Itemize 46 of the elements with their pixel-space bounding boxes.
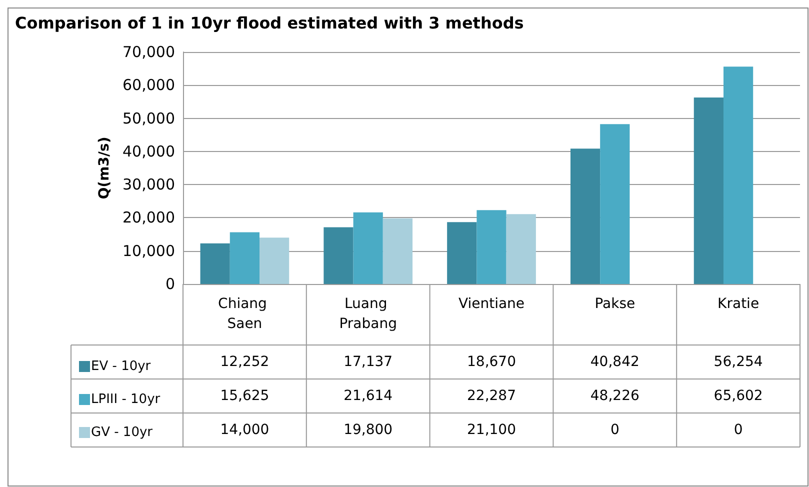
bar bbox=[382, 218, 413, 284]
y-tick-label: 40,000 bbox=[122, 142, 175, 160]
data-label: 65,602 bbox=[714, 388, 763, 404]
bar bbox=[200, 243, 230, 284]
x-tick-label: Kratie bbox=[718, 296, 760, 312]
x-tick-label: Pakse bbox=[594, 296, 636, 312]
data-label: 15,625 bbox=[220, 388, 270, 404]
data-label: 22,287 bbox=[467, 388, 516, 404]
bar bbox=[260, 238, 290, 284]
x-tick-label: Chiang Saen bbox=[218, 296, 272, 332]
legend-label: EV - 10yr bbox=[91, 359, 152, 374]
data-label: 19,800 bbox=[344, 422, 393, 438]
y-tick-label: 0 bbox=[165, 275, 175, 293]
x-tick-label: Luang Prabang bbox=[339, 296, 397, 332]
bar bbox=[506, 214, 536, 284]
bar bbox=[570, 148, 600, 284]
y-tick-label: 10,000 bbox=[122, 242, 175, 260]
bar bbox=[694, 98, 724, 284]
bar bbox=[476, 210, 506, 284]
bar bbox=[353, 212, 383, 284]
data-label: 0 bbox=[734, 422, 743, 438]
data-label: 56,254 bbox=[714, 354, 763, 370]
y-tick-label: 20,000 bbox=[122, 208, 175, 227]
data-label: 14,000 bbox=[220, 422, 270, 438]
data-label: 17,137 bbox=[344, 354, 393, 370]
data-label: 21,100 bbox=[467, 422, 516, 438]
y-tick-label: 70,000 bbox=[122, 43, 175, 61]
data-label: 40,842 bbox=[590, 354, 640, 370]
data-label: 48,226 bbox=[590, 388, 640, 404]
bar bbox=[324, 227, 354, 284]
y-axis-title: Q(m3/s) bbox=[96, 136, 113, 200]
bar bbox=[447, 222, 477, 284]
data-label: 21,614 bbox=[344, 388, 393, 404]
y-tick-label: 30,000 bbox=[122, 176, 175, 194]
legend-label: LPIII - 10yr bbox=[91, 392, 161, 407]
legend-label: GV - 10yr bbox=[91, 425, 154, 440]
bar bbox=[230, 232, 260, 284]
y-tick-label: 50,000 bbox=[122, 109, 175, 128]
data-label: 0 bbox=[610, 422, 620, 438]
bar bbox=[723, 66, 754, 284]
data-label: 18,670 bbox=[467, 354, 516, 370]
chart-title: Comparison of 1 in 10yr flood estimated with 3 methods bbox=[15, 14, 524, 32]
data-label: 12,252 bbox=[220, 354, 270, 370]
y-tick-label: 60,000 bbox=[122, 76, 175, 94]
x-tick-label: Vientiane bbox=[458, 296, 525, 312]
bar bbox=[600, 124, 630, 284]
